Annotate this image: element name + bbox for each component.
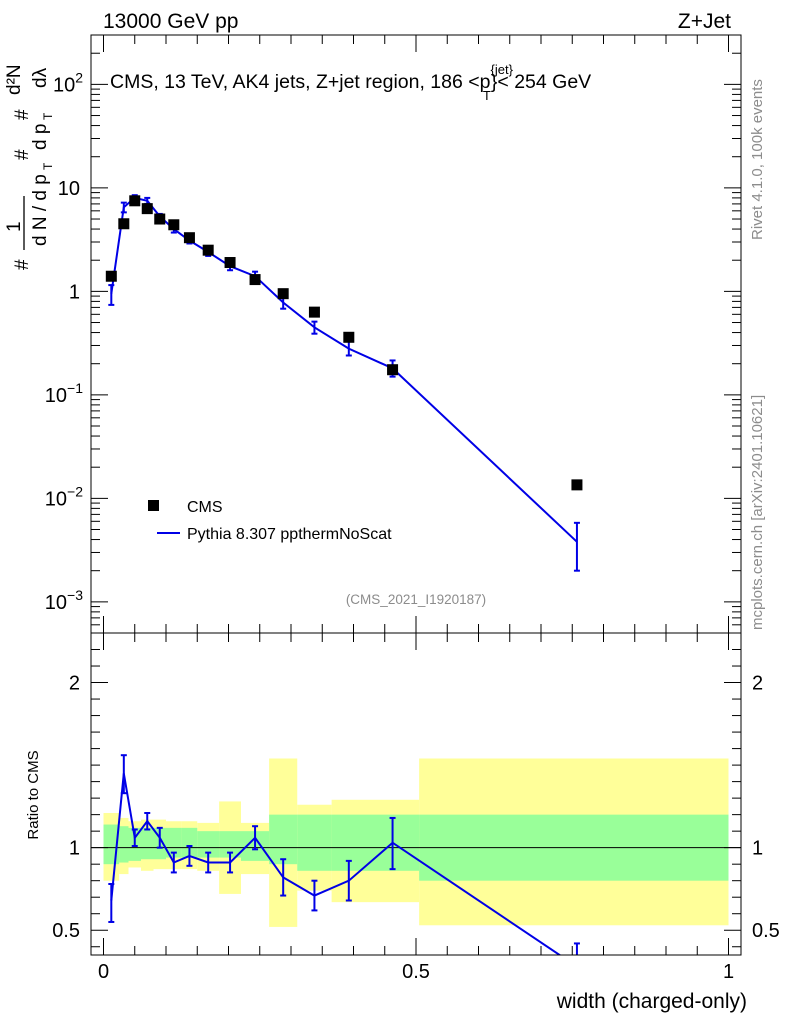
ratio-y-tick-label: 1 (69, 838, 80, 860)
data-point (141, 203, 153, 215)
rivet-version-label: Rivet 4.1.0, 100k events (749, 79, 766, 240)
chart-title-text: CMS, 13 TeV, AK4 jets, Z+jet region, 186… (110, 62, 591, 103)
data-point (154, 213, 166, 225)
ratio-band-inner (141, 827, 154, 860)
ratio-band-inner (166, 827, 182, 858)
chart-title: CMS, 13 TeV, AK4 jets, Z+jet region, 186… (110, 62, 591, 103)
chart-title-sub: T (483, 88, 491, 103)
data-point (249, 274, 261, 286)
ratio-y-tick-label-right: 1 (752, 838, 763, 860)
chart-title-tail: }< 254 GeV (491, 71, 591, 93)
x-tick-label: 0.5 (402, 961, 430, 983)
y-title-hash-3: # (12, 109, 33, 120)
main-y-tick-label: 102 (53, 69, 83, 96)
y-title-sub-T: T (41, 162, 55, 170)
y-title-hash-1: # (12, 259, 33, 270)
ratio-band-inner (297, 814, 332, 871)
mcplots-label: mcplots.cern.ch [arXiv:2401.10621] (749, 395, 766, 630)
y-title-denominator-1: d N / d p (30, 174, 51, 246)
process-label: Z+Jet (678, 10, 731, 33)
x-tick-label: 1 (723, 961, 734, 983)
x-tick-label: 0 (98, 961, 109, 983)
ratio-bands-layer (91, 758, 741, 927)
data-point (224, 257, 236, 269)
data-point (343, 331, 355, 343)
data-point (105, 270, 117, 282)
legend-marker-cms (148, 500, 159, 511)
ratio-panel: 0.5 0.51 12 2 0 0.5 1 Ratio to CMS width (cha… (25, 632, 780, 1013)
data-point (277, 288, 289, 300)
ratio-y-tick-label-right: 0.5 (752, 920, 780, 942)
y-title-numerator-1: 1 (4, 221, 25, 232)
main-y-tick-label: 10−2 (45, 483, 83, 510)
main-y-tick-labels: 102 10 1 10−1 10−2 10−3 (45, 69, 83, 613)
legend-label-pythia: Pythia 8.307 ppthermNoScat (187, 526, 392, 543)
ratio-y-tick-label: 2 (69, 673, 80, 695)
main-y-tick-label: 10 (58, 178, 80, 200)
main-panel: 102 10 1 10−1 10−2 10−3 CMS, 13 TeV, AK4 jets… (4, 34, 742, 634)
data-point (183, 232, 195, 244)
ratio-band-inner (181, 827, 198, 858)
data-point (308, 306, 320, 318)
x-axis-title: width (charged-only) (556, 990, 747, 1013)
ratio-series-layer (108, 754, 580, 955)
y-title-sub-T2: T (41, 112, 55, 120)
data-point (118, 218, 130, 230)
ratio-band-inner (219, 831, 241, 858)
ratio-y-tick-label-right: 2 (752, 673, 763, 695)
energy-label: 13000 GeV pp (103, 10, 238, 33)
main-y-tick-label: 10−1 (45, 380, 83, 407)
ratio-x-tick-labels: 0 0.5 1 (98, 961, 734, 983)
y-title-hash-2: # (12, 149, 33, 160)
ratio-band-inner (269, 814, 298, 865)
legend: CMS Pythia 8.307 ppthermNoScat (148, 499, 392, 543)
ratio-band-inner (119, 826, 129, 863)
y-title-dp: d p (30, 124, 51, 150)
ratio-band-inner (197, 831, 220, 858)
data-point (168, 219, 180, 231)
main-axis-ticks (91, 34, 741, 634)
data-point (202, 244, 214, 256)
data-point (129, 195, 141, 207)
y-title-dlambda: dλ (30, 67, 51, 88)
data-point (571, 479, 583, 491)
ratio-y-tick-label: 0.5 (52, 920, 80, 942)
main-y-tick-label: 10−3 (45, 587, 83, 614)
legend-label-cms: CMS (187, 499, 223, 516)
analysis-id-label: (CMS_2021_I1920187) (346, 592, 486, 607)
main-y-tick-label: 1 (69, 281, 80, 303)
ratio-axis-ticks (91, 633, 741, 955)
chart-title-main: CMS, 13 TeV, AK4 jets, Z+jet region, 186… (110, 71, 491, 93)
chart-title-sup: {jet} (491, 62, 514, 77)
y-title-d2N: d²N (4, 64, 25, 95)
ratio-y-axis-title: Ratio to CMS (25, 750, 42, 839)
data-point (387, 364, 399, 376)
main-series-layer (105, 194, 583, 572)
ratio-y-tick-labels: 0.5 0.5 1 1 2 2 (52, 673, 780, 943)
main-y-axis-title: # 1 d N / d p T # d p T # d²N dλ (4, 64, 55, 270)
